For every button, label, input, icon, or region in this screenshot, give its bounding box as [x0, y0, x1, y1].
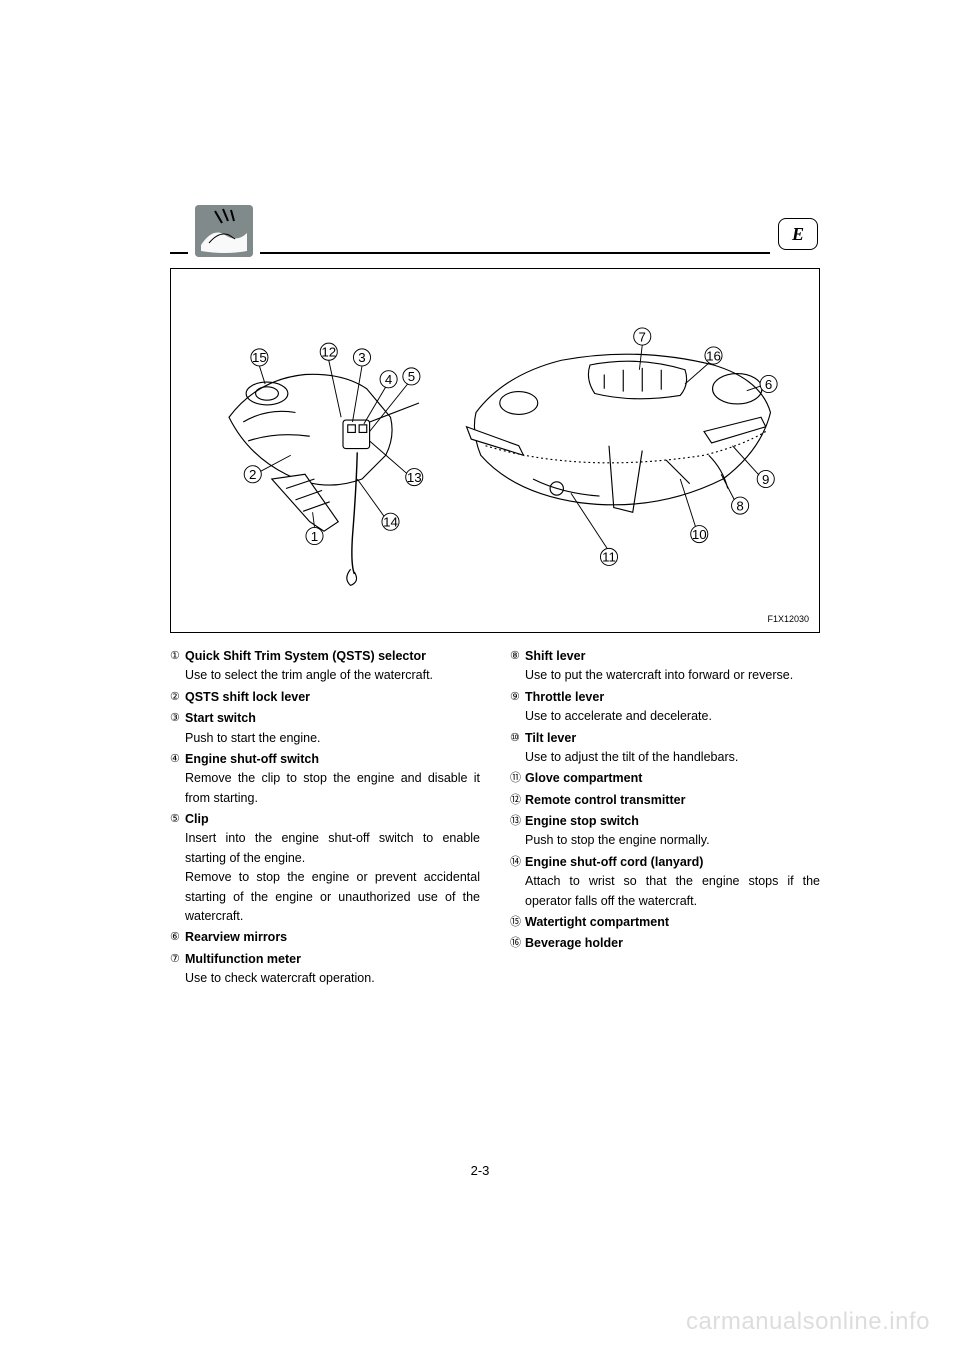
legend-item: ⑪Glove compartment	[510, 769, 820, 788]
figure-code: F1X12030	[767, 614, 809, 624]
legend-item-number: ⑫	[510, 792, 525, 809]
svg-text:10: 10	[692, 527, 707, 542]
legend-item-desc: Use to check watercraft operation.	[170, 969, 480, 988]
legend-item-title: Clip	[185, 810, 209, 829]
legend-item-desc: Push to stop the engine normally.	[510, 831, 820, 850]
legend-item: ⑮Watertight compartment	[510, 913, 820, 932]
legend-item-title: Start switch	[185, 709, 256, 728]
legend-item-number: ⑥	[170, 929, 185, 946]
legend-item-number: ⑩	[510, 730, 525, 747]
page-number: 2-3	[0, 1163, 960, 1178]
legend-item-number: ③	[170, 710, 185, 727]
svg-text:9: 9	[762, 472, 769, 487]
legend-item: ⑬Engine stop switchPush to stop the engi…	[510, 812, 820, 851]
legend-item: ⑥Rearview mirrors	[170, 928, 480, 947]
legend-item-title: Throttle lever	[525, 688, 604, 707]
svg-text:16: 16	[706, 348, 721, 363]
svg-text:8: 8	[736, 498, 743, 513]
legend-item-desc: Remove to stop the engine or prevent acc…	[170, 868, 480, 926]
legend-item-title: Remote control transmitter	[525, 791, 685, 810]
legend-left-column: ①Quick Shift Trim System (QSTS) selector…	[170, 647, 480, 990]
legend-item: ⑫Remote control transmitter	[510, 791, 820, 810]
legend-item-title: Glove compartment	[525, 769, 642, 788]
legend-item-desc: Use to adjust the tilt of the handlebars…	[510, 748, 820, 767]
svg-text:4: 4	[385, 372, 392, 387]
svg-text:3: 3	[358, 350, 365, 365]
legend-item-number: ①	[170, 648, 185, 665]
legend-item-desc: Use to accelerate and decelerate.	[510, 707, 820, 726]
legend-item-desc: Push to start the engine.	[170, 729, 480, 748]
svg-text:2: 2	[249, 467, 256, 482]
svg-text:12: 12	[321, 344, 336, 359]
legend-item-number: ⑦	[170, 951, 185, 968]
legend-item-title: Engine stop switch	[525, 812, 639, 831]
legend-item: ⑧Shift leverUse to put the watercraft in…	[510, 647, 820, 686]
legend-item-number: ⑬	[510, 813, 525, 830]
svg-text:5: 5	[408, 369, 415, 384]
svg-text:1: 1	[311, 529, 318, 544]
legend-item-desc: Use to select the trim angle of the wate…	[170, 666, 480, 685]
header-rule-right	[260, 252, 770, 254]
legend-item-title: Beverage holder	[525, 934, 623, 953]
legend-item-number: ⑯	[510, 935, 525, 952]
legend-item: ⑭Engine shut-off cord (lanyard)Attach to…	[510, 853, 820, 911]
svg-text:13: 13	[407, 470, 422, 485]
legend-item-desc: Attach to wrist so that the engine stops…	[510, 872, 820, 911]
legend-item-number: ⑤	[170, 811, 185, 828]
handlebar-diagram: 15 12 3 4 5 2 1 14	[191, 289, 799, 612]
legend-item-title: Engine shut-off cord (lanyard)	[525, 853, 703, 872]
legend-item: ⑨Throttle leverUse to accelerate and dec…	[510, 688, 820, 727]
svg-text:7: 7	[639, 329, 646, 344]
legend-item-number: ②	[170, 689, 185, 706]
legend-item-title: Watertight compartment	[525, 913, 669, 932]
legend-item: ②QSTS shift lock lever	[170, 688, 480, 707]
legend-item: ⑤ClipInsert into the engine shut-off swi…	[170, 810, 480, 926]
svg-text:14: 14	[383, 515, 398, 530]
figure-box: 15 12 3 4 5 2 1 14	[170, 268, 820, 633]
legend-right-column: ⑧Shift leverUse to put the watercraft in…	[510, 647, 820, 990]
svg-text:6: 6	[765, 377, 772, 392]
legend-item: ⑯Beverage holder	[510, 934, 820, 953]
legend-item-title: QSTS shift lock lever	[185, 688, 310, 707]
legend-item-title: Rearview mirrors	[185, 928, 287, 947]
legend-item-title: Tilt lever	[525, 729, 576, 748]
watermark: carmanualsonline.info	[686, 1308, 930, 1336]
svg-text:11: 11	[602, 550, 616, 565]
legend-item-number: ⑧	[510, 648, 525, 665]
legend-item: ③Start switchPush to start the engine.	[170, 709, 480, 748]
legend-item-desc: Insert into the engine shut-off switch t…	[170, 829, 480, 868]
legend-item-title: Shift lever	[525, 647, 585, 666]
legend-item-title: Engine shut-off switch	[185, 750, 319, 769]
legend-item-number: ⑮	[510, 914, 525, 931]
legend-item: ⑩Tilt leverUse to adjust the tilt of the…	[510, 729, 820, 768]
legend-item: ①Quick Shift Trim System (QSTS) selector…	[170, 647, 480, 686]
legend-item-number: ④	[170, 751, 185, 768]
svg-text:15: 15	[252, 350, 267, 365]
legend-item-number: ⑪	[510, 770, 525, 787]
header-rule-left	[170, 252, 188, 254]
legend-columns: ①Quick Shift Trim System (QSTS) selector…	[170, 647, 820, 990]
section-icon	[195, 205, 253, 257]
legend-item: ⑦Multifunction meterUse to check watercr…	[170, 950, 480, 989]
legend-item-title: Multifunction meter	[185, 950, 301, 969]
legend-item: ④Engine shut-off switchRemove the clip t…	[170, 750, 480, 808]
legend-item-number: ⑨	[510, 689, 525, 706]
manual-page: E	[0, 0, 960, 1358]
language-label: E	[792, 224, 804, 245]
language-badge: E	[778, 218, 818, 250]
legend-item-desc: Use to put the watercraft into forward o…	[510, 666, 820, 685]
legend-item-desc: Remove the clip to stop the engine and d…	[170, 769, 480, 808]
legend-item-number: ⑭	[510, 854, 525, 871]
legend-item-title: Quick Shift Trim System (QSTS) selector	[185, 647, 426, 666]
